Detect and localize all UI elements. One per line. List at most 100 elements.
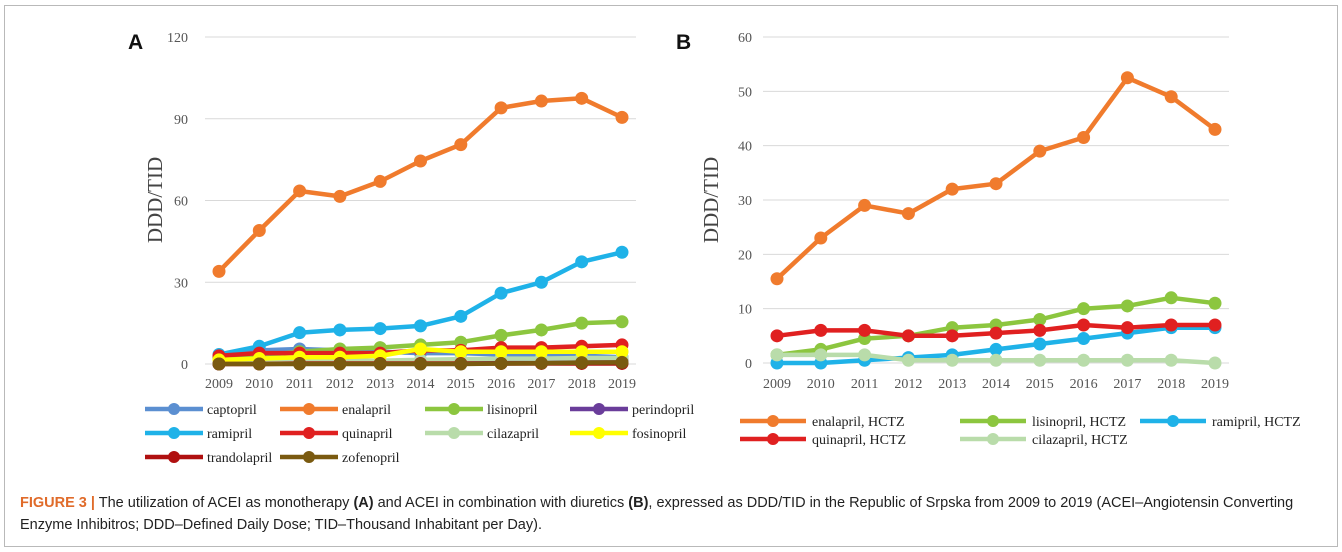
panel-a-legend-item-perindopril-marker	[593, 403, 605, 415]
panel-a-legend-item-fosinopril-label: fosinopril	[632, 427, 687, 442]
panel-b-x-tick-label: 2018	[1157, 377, 1185, 392]
panel-a-series-ramipril-point	[293, 326, 307, 340]
panel-a-x-tick-label: 2018	[568, 377, 596, 392]
panel-a-legend-item-fosinopril-marker	[593, 427, 605, 439]
panel-a-x-tick-label: 2014	[407, 377, 435, 392]
panel-a-series-enalapril-point	[293, 184, 307, 198]
panel-b-series-lisinopril-hctz-point	[1033, 313, 1047, 327]
panel-a-series-enalapril-point	[212, 264, 226, 278]
panel-b-legend-item-ramipril-hctz: ramipril, HCTZ	[1140, 415, 1301, 430]
panel-b-legend-item-lisinopril-hctz: lisinopril, HCTZ	[960, 415, 1126, 430]
panel-a-series-zofenopril-point	[534, 356, 548, 370]
panel-b-series-enalapril-hctz	[770, 71, 1222, 286]
panel-b-series-ramipril-hctz-point	[1033, 337, 1047, 351]
panel-a-legend-item-lisinopril: lisinopril	[425, 403, 538, 418]
panel-a-series-enalapril-point	[494, 101, 508, 115]
panel-b-y-tick-label: 50	[738, 85, 752, 100]
panel-a-series-lisinopril-point	[575, 316, 589, 330]
panel-b-series-quinapril-hctz-point	[814, 323, 828, 337]
panel-b-series-quinapril-hctz-point	[858, 323, 872, 337]
panel-a-series-zofenopril-point	[373, 357, 387, 371]
panel-a-series-ramipril	[212, 245, 629, 361]
panel-a-legend-item-perindopril-label: perindopril	[632, 403, 694, 418]
panel-a-legend-item-captopril: captopril	[145, 403, 257, 418]
panel-a-legend-item-trandolapril-label: trandolapril	[207, 451, 272, 466]
panel-b-legend-item-quinapril-hctz-marker	[767, 433, 779, 445]
panel-a-series-zofenopril-point	[212, 357, 226, 371]
panel-b-label: B	[676, 31, 691, 54]
panel-b-y-tick-label: 40	[738, 140, 752, 155]
panel-b-series-enalapril-hctz-point	[1164, 90, 1178, 104]
panel-b-x-tick-label: 2014	[982, 377, 1010, 392]
panel-b-legend-item-quinapril-hctz: quinapril, HCTZ	[740, 433, 906, 448]
panel-b-series-quinapril-hctz	[770, 318, 1222, 343]
panel-a-series-zofenopril-point	[575, 356, 589, 370]
panel-a-x-tick-label: 2013	[366, 377, 394, 392]
panel-b-series-quinapril-hctz-point	[1164, 318, 1178, 332]
panel-b-x-tick-label: 2009	[763, 377, 791, 392]
panel-b-series-lisinopril-hctz	[770, 291, 1222, 362]
panel-b-series-quinapril-hctz-point	[901, 329, 915, 343]
panel-a-series-zofenopril-point	[615, 355, 629, 369]
panel-b-series-quinapril-hctz-point	[945, 329, 959, 343]
panel-b-series-enalapril-hctz-point	[901, 207, 915, 221]
panel-a-legend-item-perindopril: perindopril	[570, 403, 694, 418]
panel-a-series-enalapril-point	[373, 174, 387, 188]
panel-b-y-tick-label: 10	[738, 303, 752, 318]
panel-b-y-tick-label: 0	[745, 357, 752, 372]
panel-a-series-fosinopril-point	[454, 345, 468, 359]
panel-a-series-ramipril-point	[414, 319, 427, 333]
panel-a-series-zofenopril-point	[454, 357, 468, 371]
panel-b-series-cilazapril-hctz-point	[1164, 353, 1178, 367]
panel-b-y-axis-title: DDD/TID	[699, 157, 723, 243]
panel-a-series-zofenopril	[212, 355, 629, 371]
panel-b-series-quinapril-hctz-point	[1077, 318, 1091, 332]
panel-b-series-cilazapril-hctz-point	[945, 353, 959, 367]
panel-b-series-lisinopril-hctz-point	[1208, 296, 1222, 310]
panel-a-y-tick-label: 0	[181, 358, 188, 373]
panel-a-legend-item-quinapril-label: quinapril	[342, 427, 393, 442]
panel-a-series-enalapril-point	[575, 91, 589, 105]
panel-a-legend-item-fosinopril: fosinopril	[570, 427, 687, 442]
panel-b-legend: enalapril, HCTZ lisinopril, HCTZ ramipril,…	[740, 415, 1301, 448]
panel-a-legend-item-lisinopril-marker	[448, 403, 460, 415]
panel-a-legend-item-zofenopril: zofenopril	[280, 451, 400, 466]
caption-text-1: The utilization of ACEI as monotherapy	[94, 495, 354, 511]
panel-a-legend-item-quinapril: quinapril	[280, 427, 393, 442]
panel-a-chart: A DDD/TID 0 30 60 90 120 2009 2010 2011 2012 2013 20…	[128, 31, 694, 466]
panel-a-x-tick-label: 2016	[487, 377, 515, 392]
panel-a-legend-item-zofenopril-label: zofenopril	[342, 451, 400, 466]
panel-a-y-tick-label: 30	[174, 276, 188, 291]
panel-b-series-enalapril-hctz-point	[1120, 71, 1134, 85]
panel-a-x-tick-label: 2012	[326, 377, 354, 392]
panel-a-x-tick-label: 2017	[527, 377, 555, 392]
panel-b-series-lisinopril-hctz-point	[1077, 302, 1091, 316]
panel-a-series-enalapril-point	[252, 223, 266, 237]
panel-a-x-tick-label: 2015	[447, 377, 475, 392]
panel-a-label: A	[128, 31, 143, 54]
panel-b-series-enalapril-hctz-point	[1208, 122, 1222, 136]
panel-a-series-zofenopril-point	[494, 356, 508, 370]
panel-a-x-tick-label: 2011	[286, 377, 313, 392]
panel-b-legend-item-lisinopril-hctz-label: lisinopril, HCTZ	[1032, 415, 1126, 430]
panel-a-series-ramipril-point	[615, 245, 629, 259]
panel-a-legend-item-ramipril: ramipril	[145, 427, 252, 442]
panel-a-legend-item-cilazapril-marker	[448, 427, 460, 439]
panel-a-series-ramipril-point	[494, 286, 508, 300]
panel-b-series-quinapril-hctz-point	[1033, 323, 1047, 337]
panel-a-y-tick-label: 60	[174, 195, 188, 210]
panel-b-series-lisinopril-hctz-point	[1164, 291, 1178, 305]
panel-a-x-tick-label: 2009	[205, 377, 233, 392]
panel-b-legend-item-enalapril-hctz: enalapril, HCTZ	[740, 415, 905, 430]
panel-a-legend-item-quinapril-marker	[303, 427, 315, 439]
panel-b-series-lisinopril-hctz-point	[1120, 299, 1134, 313]
panel-a-legend-item-enalapril-marker	[303, 403, 315, 415]
panel-a-series-enalapril-point	[454, 138, 468, 152]
panel-b-series-cilazapril-hctz-point	[1077, 353, 1091, 367]
panel-b-series-cilazapril-hctz-point	[770, 348, 784, 362]
panel-b-x-tick-label: 2017	[1113, 377, 1141, 392]
panel-b-x-tick-label: 2010	[807, 377, 835, 392]
panel-b-legend-item-ramipril-hctz-marker	[1167, 415, 1179, 427]
caption-panel-a-ref: (A)	[353, 495, 374, 511]
